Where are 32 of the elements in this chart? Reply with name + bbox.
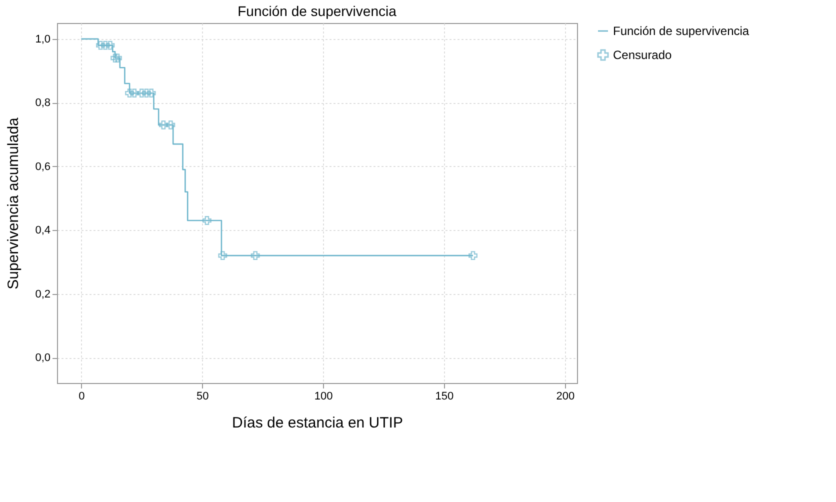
point [142,88,151,98]
point [166,120,176,130]
point [96,40,106,50]
point [125,88,134,98]
point [130,88,139,98]
point [137,88,146,98]
x-tick-label: 50 [196,390,209,402]
point [100,40,110,50]
point [468,251,478,260]
point [218,251,228,260]
point [202,216,212,225]
chart-title: Función de supervivencia [238,3,397,19]
point [250,251,260,260]
y-tick-label: 1,0 [35,33,50,46]
x-tick-label: 200 [556,390,575,402]
legend-label: Función de supervivencia [613,24,750,38]
point [158,120,168,130]
point [110,54,120,63]
y-tick-label: 0,8 [35,97,50,110]
x-tick-label: 0 [78,390,85,402]
x-axis-title: Días de estancia en UTIP [232,414,403,432]
y-tick-label: 0,0 [35,352,50,364]
point [146,88,156,98]
x-tick-label: 100 [314,390,333,402]
y-tick-label: 0,2 [35,288,50,300]
y-tick-label: 0,6 [35,160,50,173]
point [112,54,122,63]
y-axis-title: Supervivencia acumulada [5,116,22,290]
x-tick-label: 150 [435,390,454,402]
point [106,40,115,50]
legend-label: Censurado [613,48,672,62]
y-tick-label: 0,4 [35,224,50,237]
